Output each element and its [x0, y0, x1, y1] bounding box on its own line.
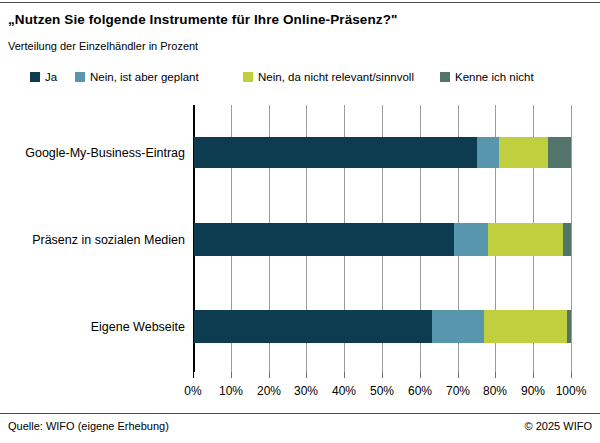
source-note: Quelle: WIFO (eigene Erhebung) — [8, 420, 169, 432]
bar-segment-kenne-ich-nicht — [563, 223, 571, 256]
x-tick — [382, 372, 383, 378]
bar-segment-nein-da-nicht-relevant-sinnvoll — [499, 137, 548, 168]
bar-segment-nein-ist-aber-geplant — [477, 137, 500, 168]
x-tick — [344, 372, 345, 378]
bar-segment-nein-ist-aber-geplant — [454, 223, 488, 256]
bar-segment-ja — [194, 137, 477, 168]
x-tick — [533, 372, 534, 378]
category-label: Eigene Webseite — [0, 320, 185, 334]
x-tick — [306, 372, 307, 378]
x-tick — [269, 372, 270, 378]
bar-segment-nein-ist-aber-geplant — [432, 310, 485, 343]
x-tick — [193, 372, 194, 378]
x-tick-label: 100% — [549, 384, 593, 398]
copyright-note: © 2025 WIFO — [525, 420, 592, 432]
bar-row — [194, 223, 571, 256]
plot-area: 0%10%20%30%40%50%60%70%80%90%100%Google-… — [0, 0, 600, 443]
x-tick — [420, 372, 421, 378]
bar-row — [194, 310, 571, 343]
x-tick — [571, 372, 572, 378]
bar-segment-kenne-ich-nicht — [548, 137, 571, 168]
bar-segment-kenne-ich-nicht — [567, 310, 571, 343]
x-tick — [495, 372, 496, 378]
bar-segment-nein-da-nicht-relevant-sinnvoll — [488, 223, 563, 256]
bar-row — [194, 137, 571, 168]
bar-segment-ja — [194, 223, 454, 256]
x-tick — [458, 372, 459, 378]
footer-divider — [0, 413, 600, 414]
category-label: Google-My-Business-Eintrag — [0, 146, 185, 160]
category-label: Präsenz in sozialen Medien — [0, 233, 185, 247]
x-tick — [231, 372, 232, 378]
bar-segment-ja — [194, 310, 432, 343]
gridline — [571, 105, 572, 372]
bar-segment-nein-da-nicht-relevant-sinnvoll — [484, 310, 567, 343]
